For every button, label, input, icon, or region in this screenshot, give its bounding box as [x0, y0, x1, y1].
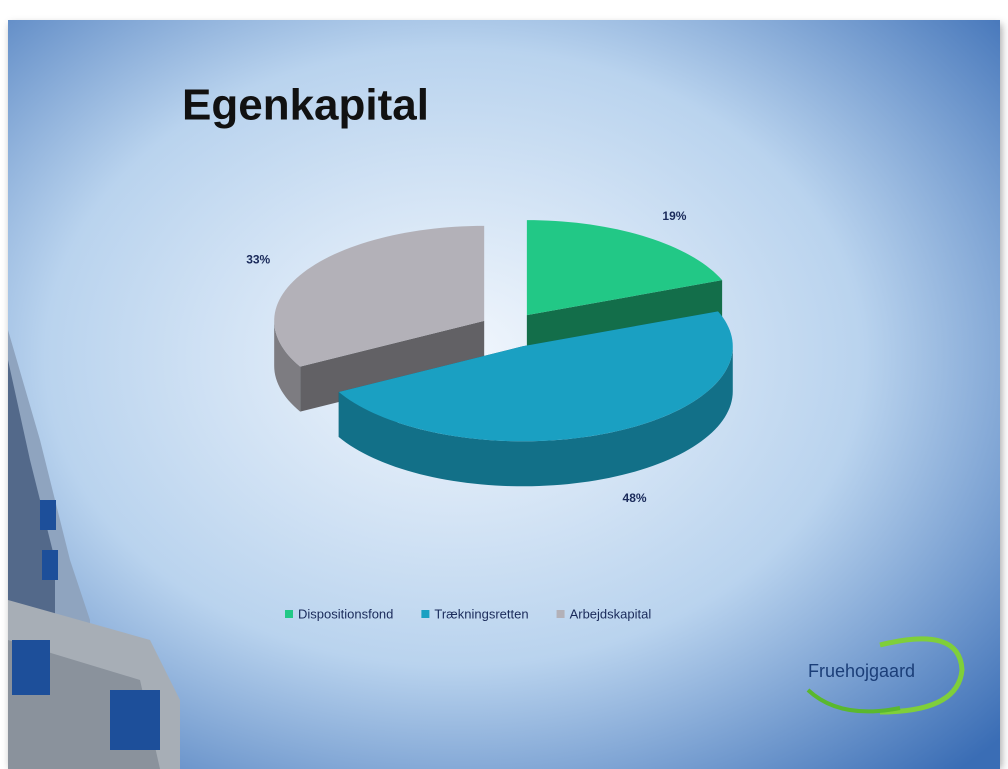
legend-swatch [556, 610, 565, 618]
legend-label: Trækningsretten [434, 606, 528, 621]
slice [526, 220, 723, 316]
legend-label: Dispositionsfond [298, 606, 393, 621]
legend: Dispositionsfond Trækningsretten Arbejdska… [285, 606, 651, 621]
slice-side [300, 320, 485, 412]
buildings [8, 330, 180, 769]
pie: 19% 33% 48% [246, 209, 733, 505]
legend-swatch [421, 610, 430, 618]
legend-swatch [285, 610, 293, 618]
logo: Fruehojgaard [806, 636, 965, 715]
slice-wall [338, 346, 733, 487]
chart-title: Egenkapital [182, 81, 429, 130]
logo-text: Fruehojgaard [808, 661, 915, 681]
data-label: 33% [246, 253, 270, 267]
slice [338, 311, 733, 442]
legend-label: Arbejdskapital [570, 606, 652, 621]
slice [274, 225, 485, 367]
slice-wall [274, 320, 301, 412]
data-label: 48% [623, 491, 647, 505]
data-label: 19% [662, 209, 686, 223]
